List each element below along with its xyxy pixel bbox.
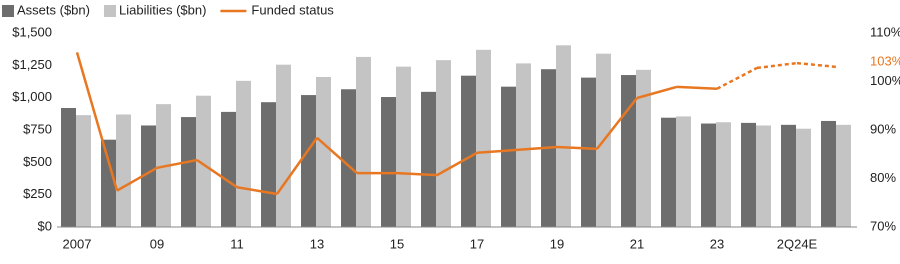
x-tick-label: 19 <box>550 236 564 251</box>
bar <box>116 114 131 227</box>
x-tick-label: 11 <box>230 236 244 251</box>
line-segment <box>556 145 598 151</box>
bar <box>676 116 691 227</box>
x-tick-label: 13 <box>310 236 324 251</box>
bar <box>101 139 116 227</box>
bar <box>741 122 756 227</box>
legend-label: Liabilities ($bn) <box>119 2 206 17</box>
bar <box>821 120 836 227</box>
x-tick-label: 23 <box>710 236 724 251</box>
bar <box>301 95 316 227</box>
y2-tick-label: 70% <box>870 218 896 233</box>
x-tick-label: 15 <box>390 236 404 251</box>
bar <box>236 80 251 227</box>
y2-tick-label: 110% <box>870 24 900 39</box>
annotation: 103% <box>870 53 900 68</box>
legend-label: Funded status <box>251 2 334 17</box>
line-segment <box>436 151 478 177</box>
bar <box>196 95 211 227</box>
line-segment <box>275 137 319 195</box>
legend-label: Assets ($bn) <box>17 2 90 17</box>
bar <box>636 69 651 227</box>
bar <box>621 75 636 228</box>
y2-tick-label: 80% <box>870 170 896 185</box>
bar <box>276 64 291 227</box>
x-tick-label: 09 <box>150 236 164 251</box>
bar <box>556 45 571 227</box>
x-tick-label: 2007 <box>63 236 92 251</box>
line-segment <box>756 61 798 70</box>
bar <box>61 108 76 227</box>
line-segment <box>796 61 838 69</box>
line-segment <box>156 158 198 170</box>
y-tick-label: $500 <box>23 154 52 169</box>
line-segment <box>596 97 638 150</box>
bar <box>501 86 516 227</box>
line-segment <box>476 148 518 155</box>
bar <box>461 75 476 228</box>
line-segment <box>116 166 158 192</box>
bar <box>356 56 371 227</box>
y-tick-label: $1,000 <box>12 89 52 104</box>
line-segment <box>396 171 438 177</box>
line-segment <box>75 52 119 191</box>
bar <box>221 111 236 227</box>
bar <box>76 115 91 227</box>
y-tick-label: $250 <box>23 186 52 201</box>
bar <box>701 123 716 227</box>
line-segment <box>516 145 558 152</box>
legend-swatch <box>2 5 14 17</box>
line-segment <box>636 85 678 100</box>
bar <box>476 49 491 228</box>
y-tick-label: $1,500 <box>12 24 52 39</box>
line-segment <box>676 85 718 91</box>
bar <box>396 66 411 227</box>
bar <box>581 77 596 228</box>
bar <box>796 128 811 227</box>
bar <box>756 125 771 227</box>
bar <box>436 60 451 227</box>
line-segment <box>196 159 238 189</box>
y-tick-label: $750 <box>23 121 52 136</box>
x-tick-label: 2Q24E <box>777 236 818 251</box>
bar <box>381 97 396 228</box>
bar <box>661 117 676 227</box>
line-segment <box>316 136 358 175</box>
y2-tick-label: 100% <box>870 73 900 88</box>
bar <box>181 117 196 227</box>
bar <box>261 102 276 227</box>
bar <box>836 124 851 227</box>
x-tick-label: 21 <box>630 236 644 251</box>
y2-tick-label: 90% <box>870 121 896 136</box>
y-tick-label: $0 <box>38 218 52 233</box>
y-tick-label: $1,250 <box>12 57 52 72</box>
line-segment <box>716 66 758 90</box>
x-tick-label: 17 <box>470 236 484 251</box>
bar <box>781 124 796 227</box>
line-segment <box>236 185 278 196</box>
bar <box>141 125 156 227</box>
bar <box>516 63 531 227</box>
legend-swatch <box>103 5 116 17</box>
bar <box>716 122 731 227</box>
bar <box>421 91 436 227</box>
bar <box>316 76 331 228</box>
bar <box>341 89 356 227</box>
